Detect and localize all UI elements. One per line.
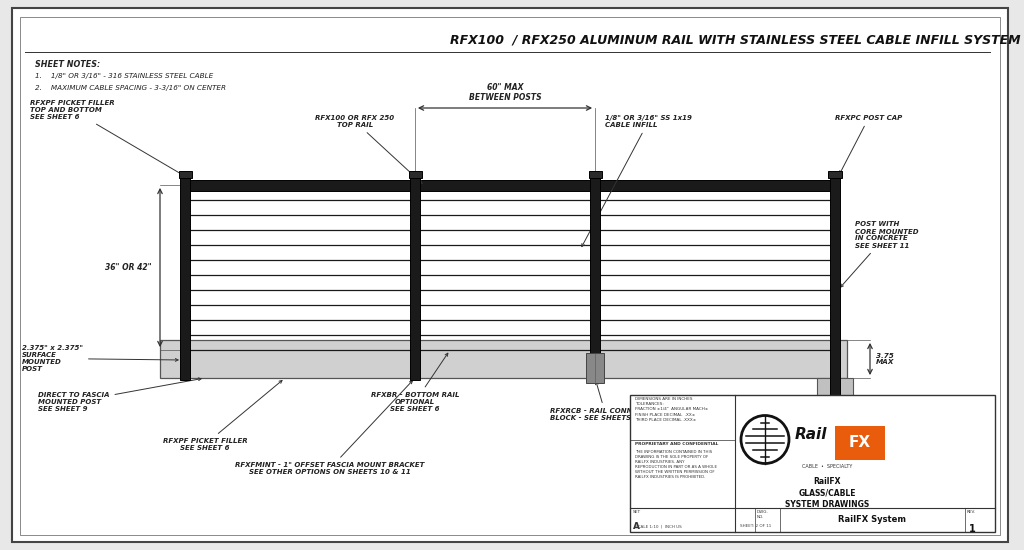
Text: SHEET: 2 OF 11: SHEET: 2 OF 11 <box>740 524 771 528</box>
Text: RFX100  / RFX250 ALUMINUM RAIL WITH STAINLESS STEEL CABLE INFILL SYSTEM: RFX100 / RFX250 ALUMINUM RAIL WITH STAIN… <box>450 34 1021 47</box>
Bar <box>586 353 604 383</box>
Text: SHEET NOTES:: SHEET NOTES: <box>35 60 100 69</box>
Bar <box>160 340 847 378</box>
Text: PROPRIETARY AND CONFIDENTIAL: PROPRIETARY AND CONFIDENTIAL <box>635 442 719 446</box>
Text: SET: SET <box>633 510 641 514</box>
Bar <box>178 171 191 178</box>
Text: RFXFMINT - 1" OFFSET FASCIA MOUNT BRACKET
SEE OTHER OPTIONS ON SHEETS 10 & 11: RFXFMINT - 1" OFFSET FASCIA MOUNT BRACKE… <box>236 381 425 475</box>
Text: FX: FX <box>849 435 871 450</box>
Text: SCALE 1:10  |  INCH US: SCALE 1:10 | INCH US <box>635 524 682 528</box>
Text: RFXBR - BOTTOM RAIL
OPTIONAL
SEE SHEET 6: RFXBR - BOTTOM RAIL OPTIONAL SEE SHEET 6 <box>371 353 459 412</box>
Text: 3.75
MAX: 3.75 MAX <box>876 353 895 366</box>
Text: 36" OR 42": 36" OR 42" <box>105 263 152 272</box>
Text: RFXPC POST CAP: RFXPC POST CAP <box>835 115 902 174</box>
Text: Rail: Rail <box>795 427 827 442</box>
Bar <box>817 378 853 420</box>
Bar <box>409 171 422 178</box>
Text: 60" MAX
BETWEEN POSTS: 60" MAX BETWEEN POSTS <box>469 82 542 102</box>
Bar <box>410 178 420 380</box>
Text: RailFX System: RailFX System <box>839 515 906 525</box>
Bar <box>830 178 840 432</box>
Bar <box>828 171 842 178</box>
Bar <box>590 178 600 380</box>
Bar <box>180 178 190 380</box>
Text: 1.    1/8" OR 3/16" - 316 STAINLESS STEEL CABLE: 1. 1/8" OR 3/16" - 316 STAINLESS STEEL C… <box>35 73 213 79</box>
Text: CABLE  •  SPECIALTY: CABLE • SPECIALTY <box>802 465 852 470</box>
Bar <box>185 179 835 190</box>
Bar <box>809 414 861 432</box>
Text: RFXPF PICKET FILLER
TOP AND BOTTOM
SEE SHEET 6: RFXPF PICKET FILLER TOP AND BOTTOM SEE S… <box>30 100 184 176</box>
Text: DIRECT TO FASCIA
MOUNTED POST
SEE SHEET 9: DIRECT TO FASCIA MOUNTED POST SEE SHEET … <box>38 378 201 412</box>
Text: RFXRCB - RAIL CONNECTING
BLOCK - SEE SHEETS 6 & 7: RFXRCB - RAIL CONNECTING BLOCK - SEE SHE… <box>550 382 662 421</box>
Text: 1: 1 <box>969 524 976 534</box>
Text: DWG.
NO.: DWG. NO. <box>757 510 769 519</box>
Text: RFX100 OR RFX 250
TOP RAIL: RFX100 OR RFX 250 TOP RAIL <box>315 115 422 183</box>
Text: 2.375" x 2.375"
SURFACE
MOUNTED
POST: 2.375" x 2.375" SURFACE MOUNTED POST <box>22 345 178 372</box>
Text: 1/8" OR 3/16" SS 1x19
CABLE INFILL: 1/8" OR 3/16" SS 1x19 CABLE INFILL <box>582 115 692 246</box>
Text: A: A <box>633 522 640 531</box>
Text: RailFX
GLASS/CABLE
SYSTEM DRAWINGS: RailFX GLASS/CABLE SYSTEM DRAWINGS <box>784 476 869 509</box>
Text: RFXPF PICKET FILLER
SEE SHEET 6: RFXPF PICKET FILLER SEE SHEET 6 <box>163 381 282 451</box>
Text: DIMENSIONS ARE IN INCHES
TOLERANCES:
FRACTION ±1/4"  ANGULAR MACH±
FINISH PLACE : DIMENSIONS ARE IN INCHES TOLERANCES: FRA… <box>635 397 709 422</box>
Bar <box>630 395 995 532</box>
Bar <box>589 171 601 178</box>
Text: 2.    MAXIMUM CABLE SPACING - 3-3/16" ON CENTER: 2. MAXIMUM CABLE SPACING - 3-3/16" ON CE… <box>35 85 226 91</box>
Text: THE INFORMATION CONTAINED IN THIS
DRAWING IS THE SOLE PROPERTY OF
RAILFX INDUSTR: THE INFORMATION CONTAINED IN THIS DRAWIN… <box>635 450 717 478</box>
Bar <box>835 426 885 459</box>
Text: REV.: REV. <box>967 510 976 514</box>
Text: POST WITH
CORE MOUNTED
IN CONCRETE
SEE SHEET 11: POST WITH CORE MOUNTED IN CONCRETE SEE S… <box>841 222 919 287</box>
